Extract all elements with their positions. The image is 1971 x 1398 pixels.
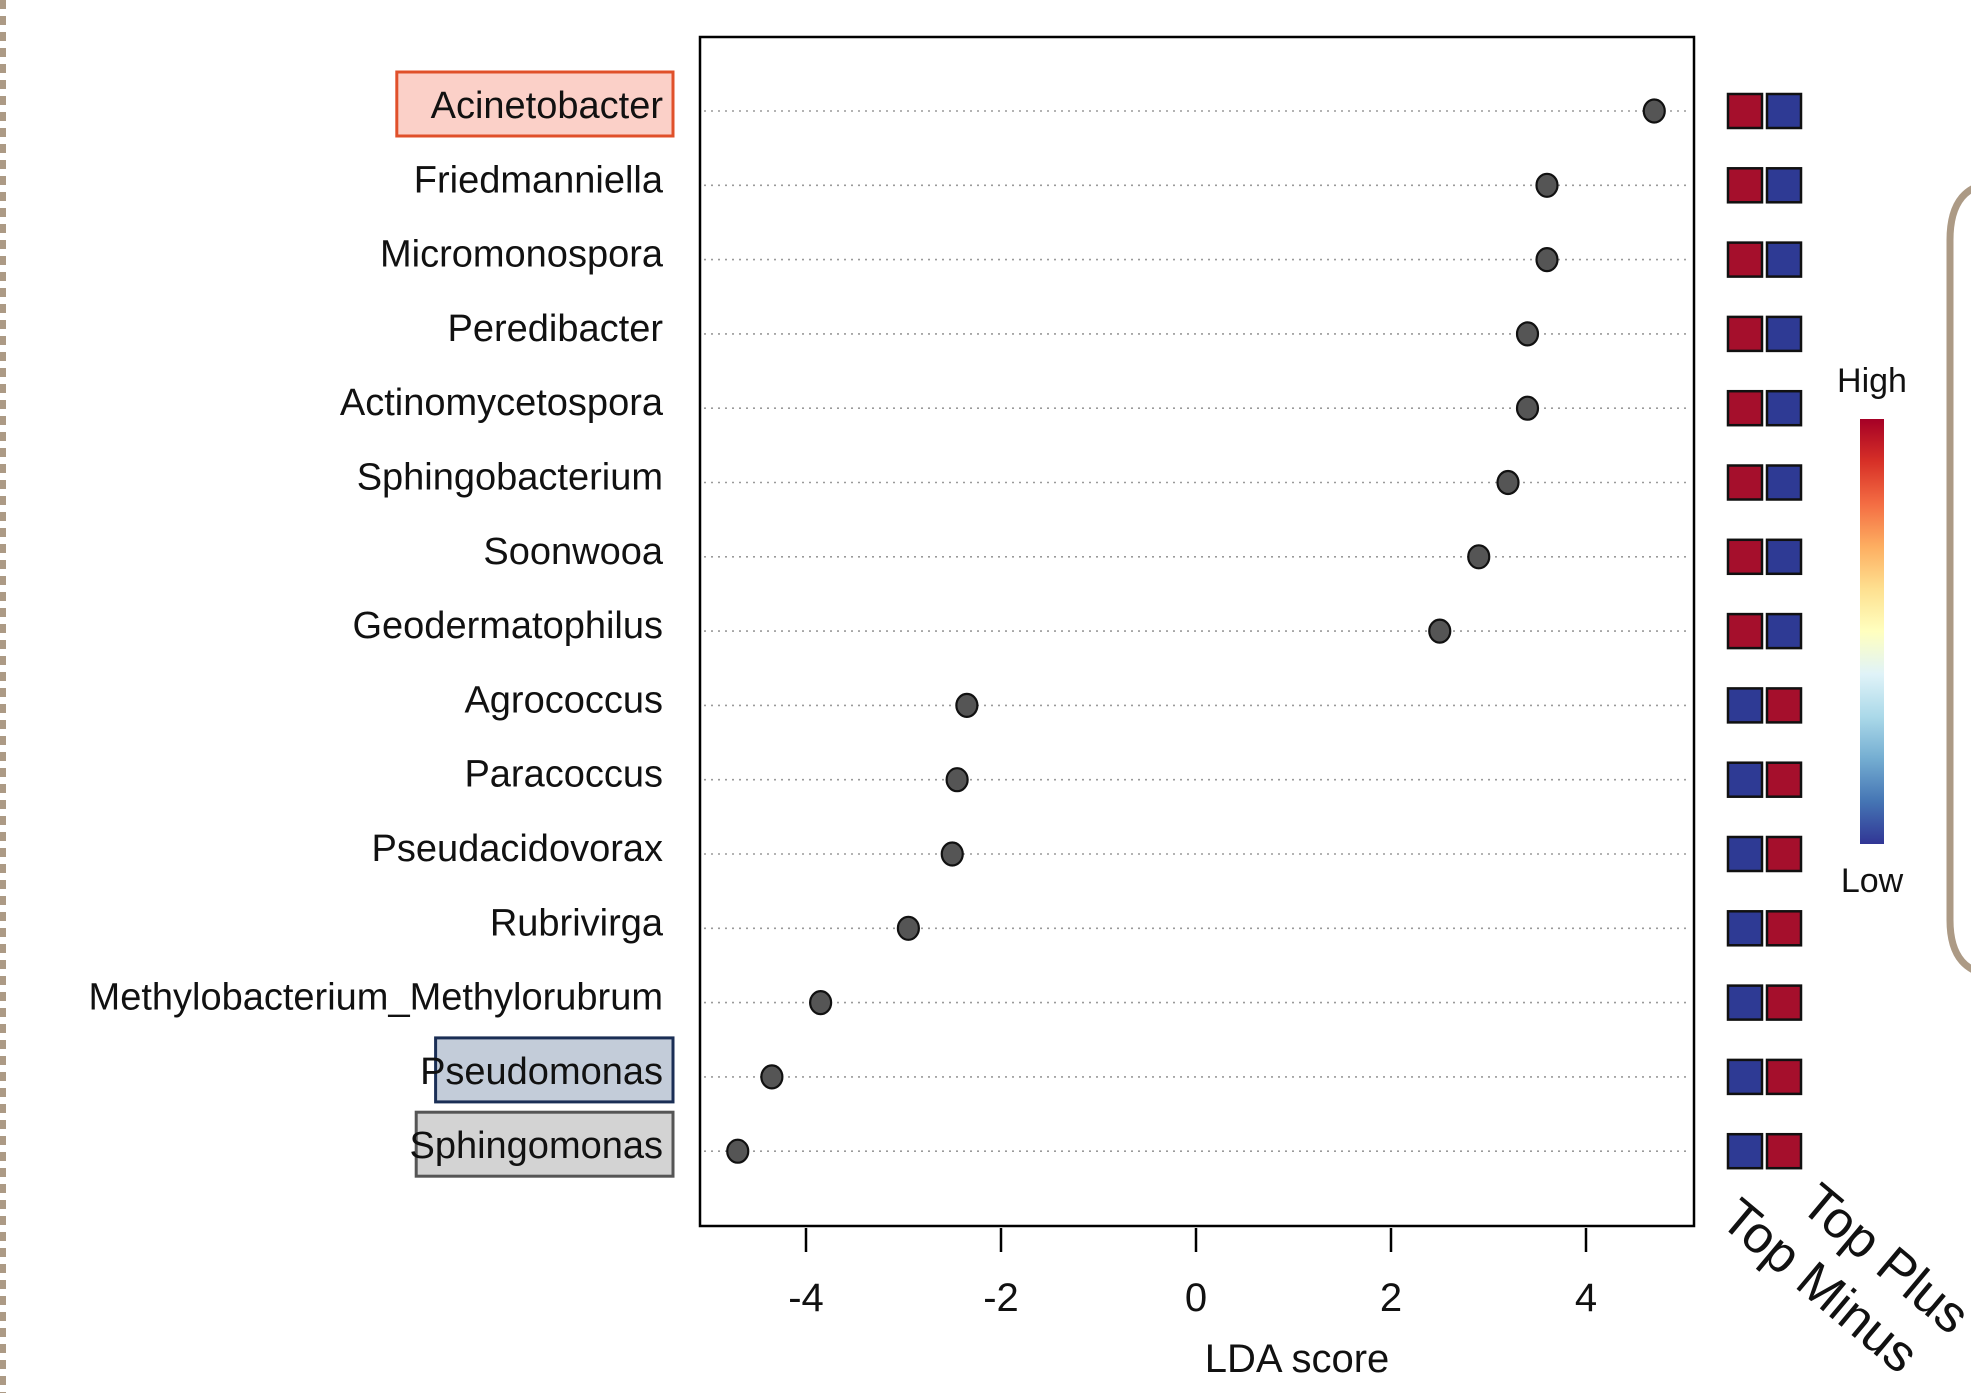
category-label-geodermatophilus: Geodermatophilus [352,605,663,647]
heatmap-cell-soonwooa-top-plus [1726,538,1764,576]
data-point-sphingobacterium [1496,469,1520,496]
heatmap-cell-pseudacidovorax-top-minus [1765,835,1803,873]
heatmap-cell-methylobacterium-methylorubrum-top-plus [1726,984,1764,1021]
heatmap-cell-pseudomonas-top-minus [1765,1058,1803,1096]
heatmap-cell-peredibacter-top-minus [1765,315,1803,353]
heatmap-cell-soonwooa-top-minus [1765,538,1803,576]
colorbar-low-label: Low [1841,862,1904,900]
data-point-friedmanniella [1535,172,1559,198]
x-axis-title: LDA score [1205,1337,1390,1381]
category-label-sphingomonas: Sphingomonas [409,1125,663,1167]
heatmap-cell-micromonospora-top-plus [1726,241,1764,278]
category-label-actinomycetospora: Actinomycetospora [340,382,664,424]
heatmap-cell-paracoccus-top-minus [1765,761,1803,798]
category-label-soonwooa: Soonwooa [483,531,663,573]
data-point-geodermatophilus [1428,618,1452,644]
heatmap-cell-pseudomonas-top-plus [1726,1058,1764,1096]
colorbar-high-label: High [1837,362,1907,400]
category-label-rubrivirga: Rubrivirga [490,902,664,944]
heatmap-cell-paracoccus-top-plus [1726,761,1764,798]
heatmap-cell-actinomycetospora-top-plus [1726,389,1764,427]
heatmap-cell-micromonospora-top-minus [1765,241,1803,278]
heatmap-cell-agrococcus-top-plus [1726,687,1764,724]
heatmap-cell-peredibacter-top-plus [1726,315,1764,353]
category-label-paracoccus: Paracoccus [464,754,663,796]
heatmap-cell-sphingomonas-top-plus [1726,1132,1764,1170]
heatmap-cell-rubrivirga-top-plus [1726,910,1764,947]
data-point-rubrivirga [896,915,920,941]
category-labels: Acinetobacter Friedmanniella Micromonospor… [89,70,675,1178]
colorbar: High Low [1837,362,1907,900]
highlight-box-sphingomonas [414,1110,675,1178]
data-point-agrococcus [955,692,979,719]
data-point-peredibacter [1515,321,1540,347]
category-label-agrococcus: Agrococcus [464,679,663,721]
x-tick-label-0: 0 [1185,1276,1207,1320]
heatmap-cell-pseudacidovorax-top-plus [1726,835,1764,873]
heatmap-cell-sphingobacterium-top-minus [1765,464,1803,501]
x-tick-label-4: -4 [788,1276,824,1320]
category-label-methylobacterium-methylorubrum: Methylobacterium_Methylorubrum [89,977,663,1019]
heatmap-cell-acinetobacter-top-plus [1726,92,1764,130]
category-label-acinetobacter: Acinetobacter [431,85,664,127]
heatmap-cell-acinetobacter-top-minus [1765,92,1803,130]
x-axis: -4 -2 0 2 4 [788,1228,1597,1320]
heatmap-cell-rubrivirga-top-minus [1765,910,1803,947]
heatmap-cell-methylobacterium-methylorubrum-top-minus [1765,984,1803,1021]
highlight-box-pseudomonas [434,1036,675,1104]
heatmap-cell-geodermatophilus-top-minus [1765,612,1803,650]
data-point-sphingomonas [726,1138,750,1164]
data-point-soonwooa [1467,544,1491,570]
x-tick-label-2: -2 [983,1276,1019,1320]
category-label-friedmanniella: Friedmanniella [414,159,664,201]
heatmap-cell-sphingobacterium-top-plus [1726,464,1764,501]
heatmap-cell-sphingomonas-top-minus [1765,1132,1803,1170]
category-label-peredibacter: Peredibacter [448,308,664,350]
data-point-pseudacidovorax [940,841,964,867]
data-point-pseudomonas [760,1064,784,1090]
heatmap-cell-friedmanniella-top-minus [1765,167,1803,204]
heatmap-cell-actinomycetospora-top-minus [1765,389,1803,427]
data-point-micromonospora [1535,247,1559,273]
data-point-paracoccus [945,767,969,793]
heatmap-cell-friedmanniella-top-plus [1726,167,1764,204]
data-points [726,98,1666,1164]
colorbar-gradient-bar [1860,419,1884,844]
data-point-actinomycetospora [1515,395,1540,421]
highlight-box-acinetobacter [395,70,675,138]
heatmap-cell-agrococcus-top-minus [1765,687,1803,724]
right-decorative-frame [1946,179,1971,979]
category-label-micromonospora: Micromonospora [380,234,664,276]
category-label-pseudacidovorax: Pseudacidovorax [371,828,663,870]
plot-area [698,35,1696,1228]
category-label-sphingobacterium: Sphingobacterium [357,457,663,499]
heatmap-cell-geodermatophilus-top-plus [1726,612,1764,650]
category-label-pseudomonas: Pseudomonas [420,1051,663,1093]
x-tick-label-4: 4 [1575,1276,1597,1320]
data-point-methylobacterium-methylorubrum [809,989,833,1016]
x-tick-label-2: 2 [1380,1276,1402,1320]
data-point-acinetobacter [1642,98,1666,124]
